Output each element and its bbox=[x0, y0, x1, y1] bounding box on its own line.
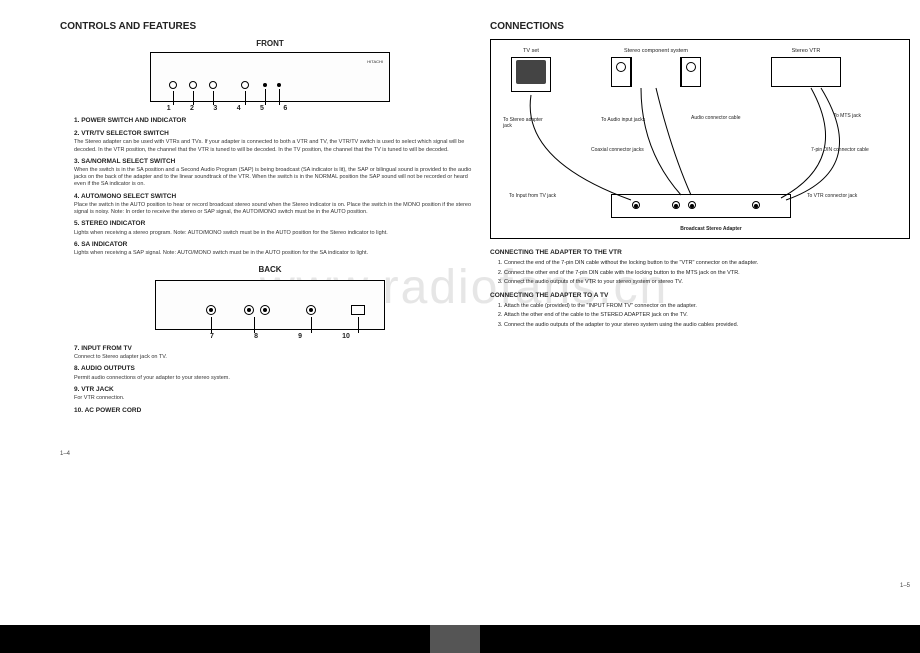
left-page: CONTROLS AND FEATURES FRONT HITACHI 1 2 … bbox=[60, 20, 480, 419]
callout-num: 3 bbox=[213, 104, 217, 113]
control-item: 3. SA/NORMAL SELECT SWITCHWhen the switc… bbox=[74, 158, 480, 189]
lbl-coax: Coaxial connector jacks bbox=[591, 148, 651, 154]
control-item: 5. STEREO INDICATOR Lights when receiving… bbox=[74, 220, 480, 237]
front-control-3 bbox=[209, 81, 217, 89]
lbl-adapter: Broadcast Stereo Adapter bbox=[661, 227, 761, 233]
step-item: Connect the audio outputs of the adapter… bbox=[504, 322, 910, 329]
control-item: 2. VTR/TV SELECTOR SWITCHThe Stereo adap… bbox=[74, 130, 480, 154]
control-item-body: Connect to Stereo adapter jack on TV. bbox=[74, 354, 480, 361]
control-item-body: For VTR connection. bbox=[74, 395, 480, 402]
lbl-mts: To MTS jack bbox=[811, 114, 861, 120]
control-item: 4. AUTO/MONO SELECT SWITCHPlace the swit… bbox=[74, 193, 480, 217]
front-control-4 bbox=[241, 81, 249, 89]
callout-num: 7 bbox=[210, 332, 214, 341]
callout-num: 2 bbox=[190, 104, 194, 113]
brand-label: HITACHI bbox=[367, 59, 383, 64]
step-item: Connect the end of the 7-pin DIN cable w… bbox=[504, 260, 910, 267]
control-item: 9. VTR JACKFor VTR connection. bbox=[74, 386, 480, 403]
step-item: Connect the other end of the 7-pin DIN c… bbox=[504, 270, 910, 277]
control-item-title: 7. INPUT FROM TV bbox=[74, 345, 480, 353]
lbl-vtr-conn: To VTR connector jack bbox=[807, 194, 887, 200]
front-led-5 bbox=[263, 83, 267, 87]
callout-num: 6 bbox=[283, 104, 287, 113]
control-item-title: 2. VTR/TV SELECTOR SWITCH bbox=[74, 130, 480, 138]
back-port-8a bbox=[244, 305, 254, 315]
callout-num: 4 bbox=[237, 104, 241, 113]
callout-num: 10 bbox=[342, 332, 350, 341]
lbl-audio-conn: Audio connector cable bbox=[691, 116, 741, 122]
control-item-title: 3. SA/NORMAL SELECT SWITCH bbox=[74, 158, 480, 166]
control-item: 8. AUDIO OUTPUTS Permit audio connections… bbox=[74, 365, 480, 382]
control-item-body: When the switch is in the SA position an… bbox=[74, 167, 480, 188]
right-pagenum: 1–5 bbox=[900, 583, 910, 591]
section1-steps: Connect the end of the 7-pin DIN cable w… bbox=[490, 260, 910, 285]
front-control-1 bbox=[169, 81, 177, 89]
step-item: Attach the cable (provided) to the "INPU… bbox=[504, 303, 910, 310]
step-item: Attach the other end of the cable to the… bbox=[504, 312, 910, 319]
control-item-body: Lights when receiving a SAP signal. Note… bbox=[74, 250, 480, 257]
front-label: FRONT bbox=[60, 39, 480, 49]
step-item: Connect the audio outputs of the VTR to … bbox=[504, 279, 910, 286]
controls-heading: CONTROLS AND FEATURES bbox=[60, 20, 480, 33]
control-item-title: 9. VTR JACK bbox=[74, 386, 480, 394]
back-port-9 bbox=[306, 305, 316, 315]
callout-num: 5 bbox=[260, 104, 264, 113]
front-led-6 bbox=[277, 83, 281, 87]
control-item-title: 10. AC POWER CORD bbox=[74, 407, 480, 415]
back-diagram bbox=[155, 280, 385, 330]
control-item-title: 1. POWER SWITCH AND INDICATOR bbox=[74, 117, 480, 125]
lbl-input-tv: To Input from TV jack bbox=[509, 194, 579, 200]
control-item: 10. AC POWER CORD bbox=[74, 407, 480, 415]
control-item: 7. INPUT FROM TVConnect to Stereo adapte… bbox=[74, 345, 480, 362]
back-port-8b bbox=[260, 305, 270, 315]
left-pagenum: 1–4 bbox=[60, 451, 70, 459]
back-cord-10 bbox=[351, 305, 365, 315]
section1-title: CONNECTING THE ADAPTER TO THE VTR bbox=[490, 249, 910, 257]
section2-steps: Attach the cable (provided) to the "INPU… bbox=[490, 303, 910, 328]
front-control-2 bbox=[189, 81, 197, 89]
control-item-title: 4. AUTO/MONO SELECT SWITCH bbox=[74, 193, 480, 201]
front-diagram: HITACHI bbox=[150, 52, 390, 102]
control-item: 1. POWER SWITCH AND INDICATOR bbox=[74, 117, 480, 125]
control-item-title: 6. SA INDICATOR bbox=[74, 241, 480, 249]
control-item-body: Lights when receiving a stereo program. … bbox=[74, 230, 480, 237]
control-item-title: 5. STEREO INDICATOR bbox=[74, 220, 480, 228]
lbl-audio-in: To Audio input jacks bbox=[601, 118, 651, 124]
back-port-7 bbox=[206, 305, 216, 315]
control-item: 6. SA INDICATORLights when receiving a S… bbox=[74, 241, 480, 258]
right-page: CONNECTIONS TV set Stereo component syst… bbox=[490, 20, 910, 331]
front-callouts: 1 2 3 4 5 6 bbox=[157, 104, 297, 113]
lbl-din: 7-pin DIN connector cable bbox=[811, 148, 881, 154]
connections-heading: CONNECTIONS bbox=[490, 20, 910, 33]
callout-num: 9 bbox=[298, 332, 302, 341]
control-item-title: 8. AUDIO OUTPUTS bbox=[74, 365, 480, 373]
control-item-body: Place the switch in the AUTO position to… bbox=[74, 202, 480, 216]
lbl-stereo-jack: To Stereo adapter jack bbox=[503, 118, 553, 129]
scan-gap bbox=[430, 625, 480, 653]
connections-diagram: TV set Stereo component system Stereo VT… bbox=[490, 39, 910, 239]
control-item-body: Permit audio connections of your adapter… bbox=[74, 375, 480, 382]
back-items-list: 7. INPUT FROM TVConnect to Stereo adapte… bbox=[60, 345, 480, 415]
callout-num: 1 bbox=[167, 104, 171, 113]
front-items-list: 1. POWER SWITCH AND INDICATOR 2. VTR/TV S… bbox=[60, 117, 480, 257]
back-label: BACK bbox=[60, 265, 480, 275]
back-callouts: 7 8 9 10 bbox=[190, 332, 370, 341]
adapter-box bbox=[611, 194, 791, 218]
callout-num: 8 bbox=[254, 332, 258, 341]
section2-title: CONNECTING THE ADAPTER TO A TV bbox=[490, 292, 910, 300]
control-item-body: The Stereo adapter can be used with VTRs… bbox=[74, 139, 480, 153]
